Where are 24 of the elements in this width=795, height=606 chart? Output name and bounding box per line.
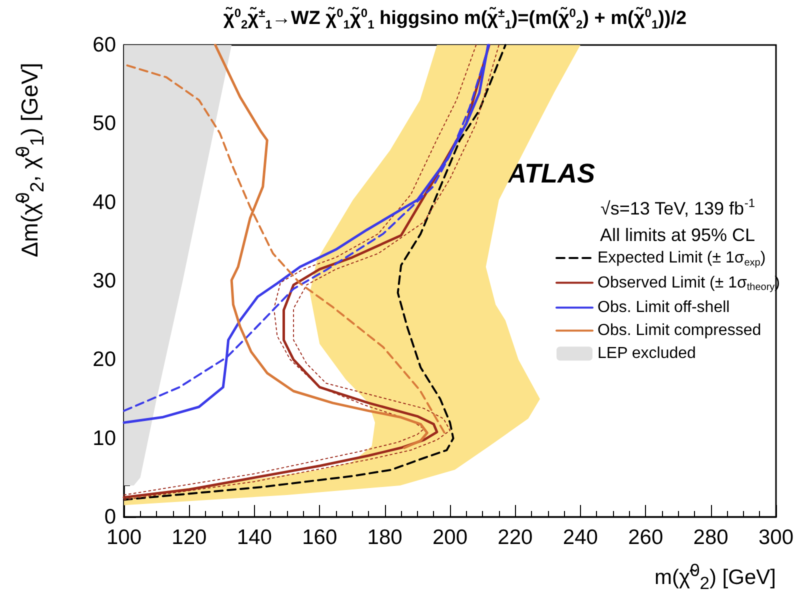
y-tick-label: 10 xyxy=(92,426,116,450)
y-tick-label: 60 xyxy=(92,34,116,56)
x-tick-label: 260 xyxy=(628,526,664,549)
x-tick-label: 200 xyxy=(432,526,468,549)
annotation: ATLAS xyxy=(506,158,596,188)
x-tick-label: 240 xyxy=(562,526,598,549)
x-tick-label: 120 xyxy=(172,526,207,549)
x-tick-label: 300 xyxy=(758,526,794,549)
legend-label: Obs. Limit compressed xyxy=(598,322,762,340)
y-tick-label: 30 xyxy=(92,270,116,292)
x-tick-label: 180 xyxy=(367,526,402,549)
x-tick-label: 100 xyxy=(106,526,142,549)
y-tick-label: 40 xyxy=(92,190,116,214)
x-tick-label: 220 xyxy=(498,526,533,549)
x-axis-title: m(χ̃$^{0}$$_{2}$) [GeV] xyxy=(654,560,776,594)
y-tick-label: 0 xyxy=(104,506,116,528)
annotation: All limits at 95% CL xyxy=(600,225,756,245)
x-tick-label: 140 xyxy=(236,526,272,549)
legend-label: LEP excluded xyxy=(598,345,696,362)
x-tick-label: 160 xyxy=(302,526,338,549)
y-tick-label: 50 xyxy=(92,112,116,136)
x-tick-label: 280 xyxy=(693,526,728,549)
y-tick-label: 20 xyxy=(92,348,116,372)
legend-label: Obs. Limit off-shell xyxy=(598,299,730,316)
